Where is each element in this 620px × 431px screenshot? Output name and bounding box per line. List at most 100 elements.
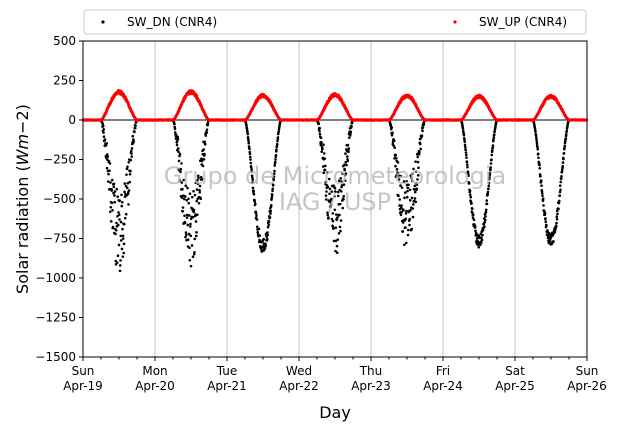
- sw-dn-point: [396, 172, 400, 175]
- sw-dn-point: [318, 132, 322, 136]
- sw-dn-point: [555, 215, 559, 218]
- sw-dn-point: [113, 200, 117, 204]
- sw-dn-point: [184, 184, 188, 188]
- sw-dn-point: [333, 190, 337, 193]
- sw-dn-point: [544, 220, 548, 223]
- sw-dn-point: [248, 147, 251, 151]
- sw-dn-point: [557, 207, 560, 211]
- sw-dn-point: [202, 158, 206, 161]
- sw-dn-point: [125, 167, 129, 171]
- x-axis: SunApr-19MonApr-20TueApr-21WedApr-22ThuA…: [63, 357, 607, 393]
- sw-dn-point: [555, 209, 559, 213]
- sw-dn-point: [249, 158, 252, 161]
- sw-dn-point: [548, 237, 552, 241]
- sw-dn-point: [318, 129, 321, 133]
- sw-dn-point: [535, 142, 539, 146]
- sw-dn-point: [342, 163, 346, 167]
- legend-label-sw-dn: SW_DN (CNR4): [127, 15, 217, 29]
- sw-dn-point: [178, 152, 182, 156]
- sw-dn-point: [121, 237, 125, 240]
- sw-dn-point: [411, 207, 415, 210]
- sw-dn-point: [551, 234, 555, 237]
- sw-dn-point: [108, 210, 112, 214]
- sw-dn-point: [347, 147, 351, 150]
- sw-dn-point: [270, 196, 274, 199]
- sw-dn-point: [131, 134, 135, 138]
- sw-dn-point: [248, 155, 252, 159]
- sw-dn-point: [178, 154, 181, 158]
- sw-dn-point: [400, 210, 404, 214]
- sw-dn-point: [562, 157, 565, 161]
- sw-dn-point: [197, 176, 200, 180]
- sw-dn-point: [404, 241, 408, 245]
- y-tick-label: 250: [53, 74, 76, 88]
- legend: SW_DN (CNR4) SW_UP (CNR4): [83, 9, 587, 35]
- sw-dn-point: [270, 198, 273, 201]
- legend-box: [83, 9, 587, 35]
- sw-dn-point: [409, 174, 413, 178]
- sw-dn-point: [119, 220, 123, 224]
- sw-dn-point: [420, 134, 424, 137]
- sw-dn-point: [464, 148, 468, 151]
- sw-dn-point: [543, 211, 547, 215]
- sw-dn-point: [245, 124, 248, 128]
- sw-dn-point: [535, 138, 538, 141]
- sw-dn-point: [345, 155, 349, 158]
- sw-dn-point: [541, 194, 544, 198]
- sw-dn-point: [414, 200, 418, 204]
- sw-dn-point: [342, 183, 346, 186]
- sw-dn-point: [547, 232, 551, 235]
- sw-dn-point: [342, 197, 345, 201]
- sw-dn-point: [418, 142, 422, 146]
- sw-dn-point: [118, 199, 122, 203]
- sw-dn-point: [188, 246, 191, 250]
- sw-dn-point: [130, 152, 133, 155]
- sw-dn-point: [114, 228, 118, 232]
- sw-dn-point: [416, 160, 420, 164]
- sw-dn-point: [558, 184, 562, 188]
- sw-dn-point: [192, 208, 196, 212]
- sw-dn-point: [128, 172, 132, 176]
- sw-dn-point: [466, 172, 470, 175]
- sw-dn-point: [336, 194, 340, 198]
- x-tick-label-day: Fri: [436, 364, 450, 378]
- sw-dn-point: [557, 201, 561, 205]
- sw-dn-point: [322, 152, 326, 155]
- sw-dn-point: [272, 172, 276, 175]
- sw-dn-point: [404, 226, 407, 229]
- sw-dn-point: [478, 243, 482, 247]
- sw-dn-point: [173, 122, 176, 126]
- sw-dn-point: [402, 243, 406, 247]
- sw-dn-point: [109, 181, 112, 184]
- sw-dn-point: [331, 212, 335, 215]
- sw-dn-point: [196, 182, 200, 186]
- sw-dn-point: [346, 159, 350, 163]
- sw-dn-point: [534, 136, 538, 139]
- sw-dn-point: [394, 153, 398, 157]
- sw-dn-point: [392, 144, 396, 148]
- sw-dn-point: [271, 187, 275, 191]
- sw-dn-point: [129, 169, 132, 173]
- sw-dn-point: [557, 199, 561, 203]
- sw-dn-point: [130, 147, 134, 150]
- sw-dn-point: [555, 221, 558, 225]
- sw-dn-point: [338, 202, 342, 206]
- sw-dn-point: [252, 193, 256, 196]
- sw-dn-point: [545, 224, 548, 227]
- sw-dn-point: [538, 163, 541, 167]
- sw-dn-point: [105, 142, 109, 145]
- sw-dn-point: [266, 231, 269, 234]
- sw-dn-point: [109, 205, 113, 209]
- sw-dn-point: [115, 187, 119, 191]
- sw-dn-point: [413, 184, 417, 188]
- sw-dn-point: [335, 244, 339, 248]
- sw-dn-point: [329, 205, 333, 208]
- sw-dn-point: [129, 149, 133, 153]
- sw-dn-point: [264, 244, 268, 248]
- sw-dn-point: [333, 186, 337, 190]
- sw-dn-point: [491, 144, 495, 147]
- sw-dn-point: [323, 168, 327, 172]
- sw-dn-point: [418, 150, 421, 154]
- x-tick-label-day: Thu: [359, 364, 383, 378]
- sw-dn-point: [471, 213, 475, 217]
